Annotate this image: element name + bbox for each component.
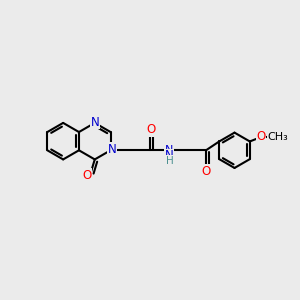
Text: O: O [82,169,92,182]
Text: N
H: N H [165,146,173,167]
Text: O: O [256,130,266,143]
Text: CH₃: CH₃ [268,132,289,142]
Text: N: N [108,143,116,156]
Text: H: H [166,156,173,166]
Text: N: N [165,149,174,162]
Text: O: O [146,123,155,136]
Text: N: N [90,116,99,128]
Text: O: O [201,165,211,178]
